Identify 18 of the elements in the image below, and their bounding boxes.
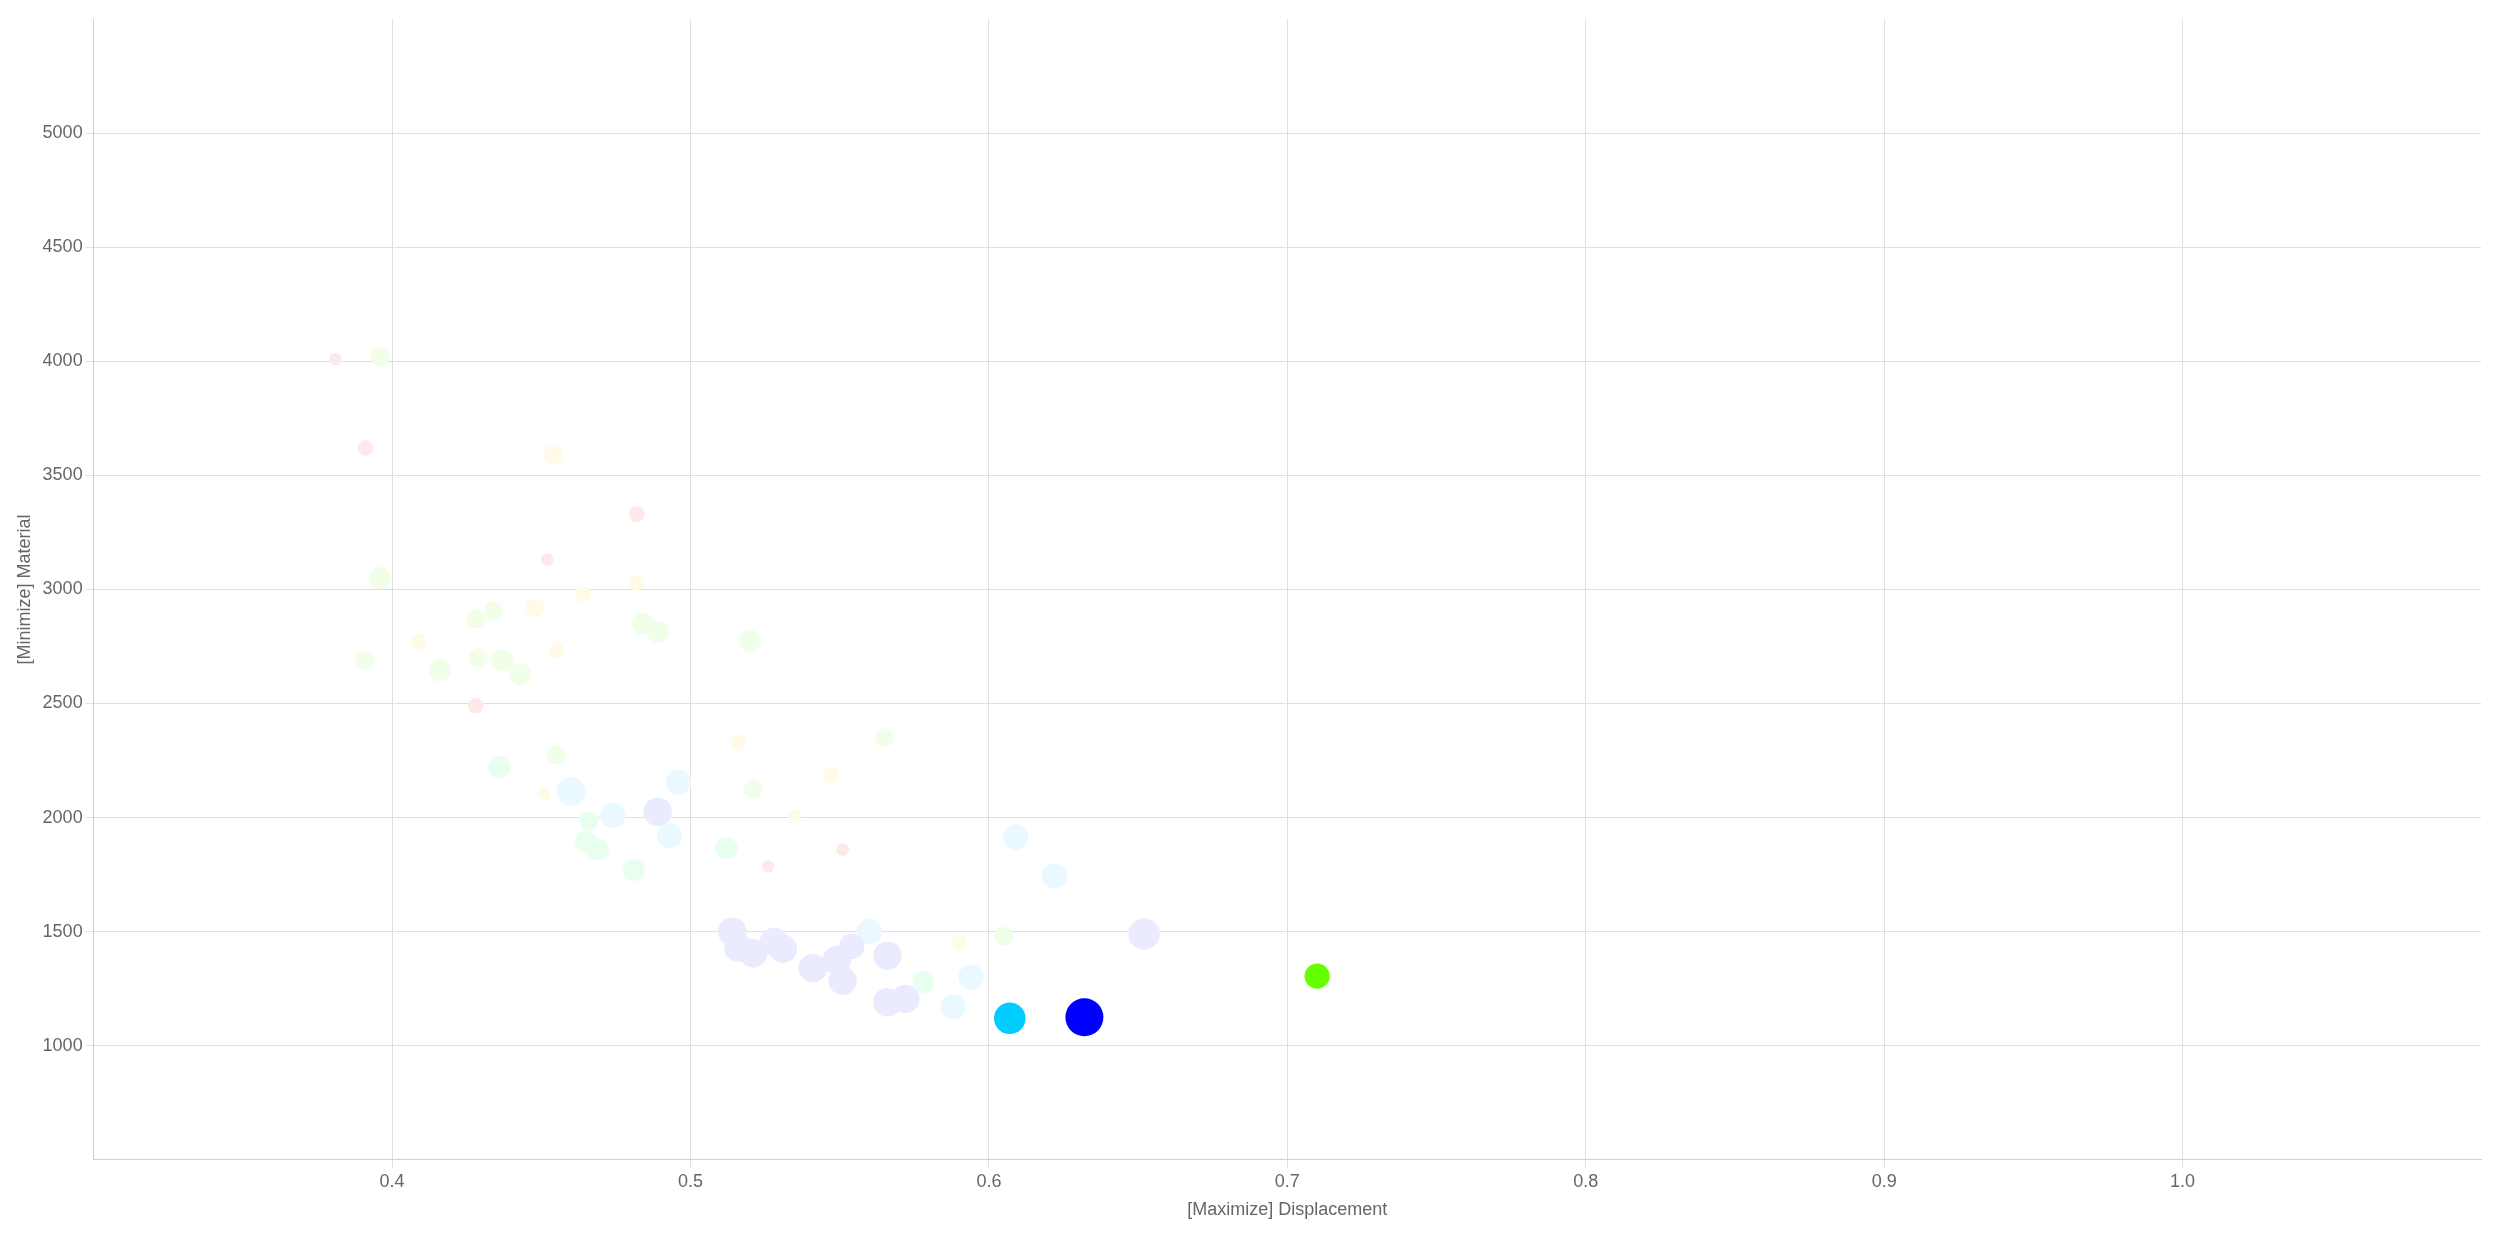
x-tick-label: 1.0 bbox=[2170, 1170, 2196, 1191]
x-tick-label: 0.8 bbox=[1573, 1170, 1599, 1191]
x-tick-label: 0.9 bbox=[1871, 1170, 1897, 1191]
x-tick-label: 0.4 bbox=[379, 1170, 405, 1191]
y-tick-label: 2000 bbox=[42, 806, 83, 827]
y-tick-label: 1000 bbox=[42, 1034, 83, 1055]
x-tick-label: 0.5 bbox=[677, 1170, 703, 1191]
y-tick-label: 5000 bbox=[42, 122, 83, 143]
y-axis-title: [Minimize] Material bbox=[13, 514, 34, 665]
y-tick-label: 3500 bbox=[42, 464, 83, 485]
x-tick-label: 0.6 bbox=[976, 1170, 1002, 1191]
y-tick-label: 4500 bbox=[42, 236, 83, 257]
y-tick-label: 2500 bbox=[42, 692, 83, 713]
x-tick-label: 0.7 bbox=[1274, 1170, 1300, 1191]
y-tick-label: 4000 bbox=[42, 350, 83, 371]
x-axis-title: [Maximize] Displacement bbox=[1187, 1199, 1388, 1220]
y-tick-label: 1500 bbox=[42, 920, 83, 941]
y-tick-label: 3000 bbox=[42, 578, 83, 599]
